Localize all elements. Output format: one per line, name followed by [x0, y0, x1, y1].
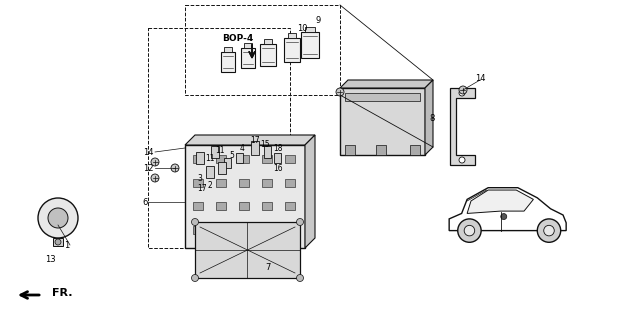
Bar — [239, 203, 249, 211]
Text: 2: 2 — [207, 180, 212, 189]
Bar — [218, 162, 226, 174]
Bar — [239, 155, 249, 163]
Circle shape — [151, 158, 159, 166]
Bar — [262, 203, 272, 211]
Bar — [239, 226, 249, 234]
Bar — [288, 33, 297, 38]
Bar — [345, 93, 420, 101]
Text: 1: 1 — [64, 241, 69, 250]
Text: 17: 17 — [250, 135, 260, 145]
Text: 6: 6 — [142, 197, 148, 206]
Bar — [262, 155, 272, 163]
Bar — [53, 238, 63, 246]
Circle shape — [336, 88, 344, 96]
Bar — [185, 5, 340, 95]
Text: 10: 10 — [297, 23, 307, 33]
Text: 14: 14 — [475, 74, 485, 83]
Bar — [193, 179, 203, 187]
Text: 12: 12 — [143, 164, 154, 172]
Circle shape — [191, 219, 199, 226]
Text: 13: 13 — [45, 255, 55, 265]
Text: FR.: FR. — [52, 288, 72, 298]
Bar — [410, 145, 420, 155]
Text: 7: 7 — [266, 263, 271, 273]
Bar — [193, 203, 203, 211]
Text: 5: 5 — [230, 150, 235, 159]
Polygon shape — [185, 135, 315, 145]
Bar — [260, 44, 276, 66]
Circle shape — [459, 157, 465, 163]
Bar — [193, 226, 203, 234]
Circle shape — [48, 208, 68, 228]
Bar — [285, 155, 295, 163]
Bar — [185, 145, 305, 248]
Bar — [264, 146, 272, 158]
Circle shape — [191, 275, 199, 282]
Text: 18: 18 — [273, 143, 283, 153]
Bar — [285, 203, 295, 211]
Bar — [216, 179, 226, 187]
Bar — [211, 146, 219, 158]
Polygon shape — [449, 188, 566, 231]
Bar — [225, 158, 232, 168]
Bar — [148, 28, 290, 248]
Bar — [340, 88, 425, 155]
Text: BOP-4: BOP-4 — [222, 34, 254, 43]
Polygon shape — [340, 80, 433, 88]
Bar — [221, 52, 235, 72]
Bar — [305, 27, 315, 32]
Bar — [236, 153, 243, 163]
Circle shape — [297, 219, 303, 226]
Bar — [193, 155, 203, 163]
Circle shape — [297, 275, 303, 282]
Bar — [216, 155, 226, 163]
Bar — [274, 153, 282, 163]
Text: 4: 4 — [240, 143, 245, 153]
Polygon shape — [305, 135, 315, 248]
Circle shape — [55, 239, 61, 245]
Circle shape — [457, 219, 481, 242]
Text: 11: 11 — [215, 146, 225, 155]
Bar — [345, 145, 355, 155]
Bar — [206, 166, 214, 178]
Text: 11: 11 — [206, 154, 215, 163]
Bar — [285, 179, 295, 187]
Bar — [196, 152, 204, 164]
Bar — [262, 226, 272, 234]
Polygon shape — [425, 80, 433, 155]
Text: 8: 8 — [430, 114, 435, 123]
Bar — [195, 222, 300, 278]
Circle shape — [501, 213, 507, 220]
Bar — [264, 39, 272, 44]
Text: 14: 14 — [143, 148, 154, 156]
Bar — [241, 48, 255, 68]
Circle shape — [38, 198, 78, 238]
Text: 3: 3 — [197, 173, 202, 182]
Bar — [301, 32, 319, 58]
Polygon shape — [450, 88, 475, 165]
Circle shape — [171, 164, 179, 172]
Bar — [284, 38, 300, 62]
Polygon shape — [467, 190, 534, 213]
Circle shape — [459, 86, 467, 94]
Bar — [216, 226, 226, 234]
Text: 15: 15 — [260, 140, 270, 148]
Bar — [244, 43, 252, 48]
Text: 9: 9 — [315, 15, 321, 25]
Bar — [216, 203, 226, 211]
Bar — [376, 145, 386, 155]
Bar — [251, 141, 259, 155]
Text: 17: 17 — [197, 183, 207, 193]
Circle shape — [464, 225, 475, 236]
Bar — [239, 179, 249, 187]
Bar — [285, 226, 295, 234]
Circle shape — [543, 225, 554, 236]
Circle shape — [537, 219, 561, 242]
Text: 16: 16 — [273, 164, 283, 172]
Bar — [224, 47, 232, 52]
Bar — [262, 179, 272, 187]
Circle shape — [459, 90, 465, 96]
Circle shape — [151, 174, 159, 182]
